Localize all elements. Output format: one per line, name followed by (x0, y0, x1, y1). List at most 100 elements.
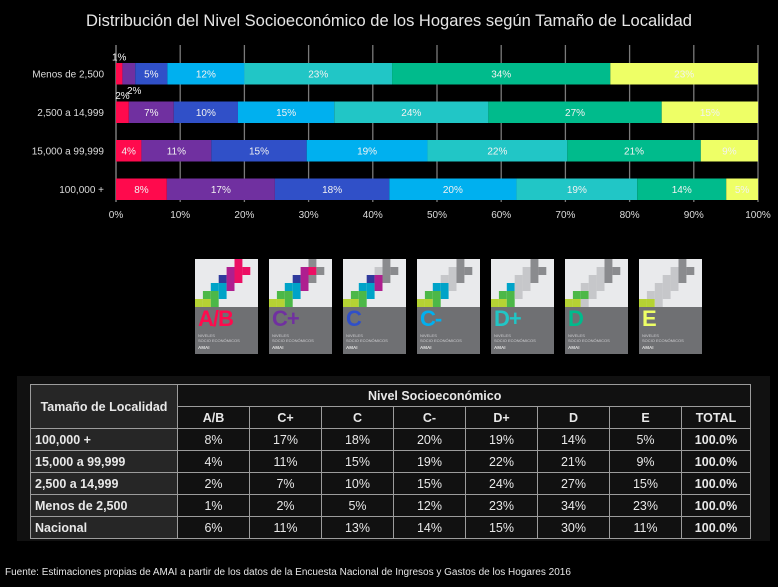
logo-brand: AMAI (346, 345, 358, 350)
data-label: 1% (112, 53, 127, 64)
logo-pixel (538, 267, 547, 275)
logo-pixel (448, 275, 457, 283)
table-row: 15,000 a 99,999 4% 11% 15% 19% 22% 21% 9% 100.0% (30, 450, 751, 473)
data-label: 12% (196, 69, 216, 80)
category-labels: Menos de 2,500 2,500 a 14,999 15,000 a 99,… (32, 69, 105, 196)
total-cell: 100.0% (681, 428, 751, 451)
column-header-d-plus: D+ (465, 406, 538, 429)
logo-pixel (678, 267, 687, 275)
nse-logo-4: C- NIVELES SOCIO ECONÓMICOS AMAI (417, 259, 480, 354)
column-header-d: D (537, 406, 610, 429)
logo-footer (343, 307, 406, 354)
value-cell: 14% (537, 428, 610, 451)
bar-segment-cplus (122, 63, 136, 85)
value-cell: 15% (393, 472, 466, 495)
logo-pixel (596, 275, 605, 283)
value-cell: 27% (537, 472, 610, 495)
data-label: 22% (487, 146, 507, 157)
value-cell: 12% (393, 494, 466, 517)
row-label: Nacional (30, 516, 178, 539)
table-row: Nacional 6% 11% 13% 14% 15% 30% 11% 100.0% (30, 516, 751, 539)
logo-pixel (292, 275, 301, 283)
total-cell: 100.0% (681, 516, 751, 539)
logo-pixel (678, 275, 687, 283)
data-label: 5% (735, 185, 750, 196)
logo-pixel (300, 267, 309, 275)
value-cell: 11% (609, 516, 682, 539)
logo-pixel (210, 291, 219, 299)
column-header-row: A/B C+ C C- D+ D E TOTAL (31, 406, 751, 429)
logo-pixel (343, 299, 351, 307)
logo-pixel (530, 267, 539, 275)
logo-brand: AMAI (420, 345, 432, 350)
value-cell: 15% (321, 450, 394, 473)
logo-pixel (654, 291, 663, 299)
logo-pixel (580, 283, 589, 291)
x-axis-tick-labels: 0% 10% 20% 30% 40% 50% 60% 70% 80% 90% 100% (109, 210, 771, 221)
bar-segment-c (274, 178, 390, 200)
pixel-cross-icon (565, 259, 621, 307)
logo-pixel (514, 283, 523, 291)
logo-pixel (565, 299, 573, 307)
logo-caption: NIVELES SOCIO ECONÓMICOS (420, 333, 462, 343)
category-label: Menos de 2,500 (32, 69, 104, 80)
logo-brand: AMAI (642, 345, 654, 350)
value-cell: 19% (393, 450, 466, 473)
logo-pixel (604, 275, 613, 283)
logo-caption-line2: SOCIO ECONÓMICOS (568, 338, 610, 343)
logo-code: C- (420, 306, 442, 331)
logo-caption-line1: NIVELES (642, 333, 659, 338)
logo-footer (565, 307, 628, 354)
bar-segment-ab (116, 178, 167, 200)
logo-code: E (642, 306, 657, 331)
logo-pixel (242, 267, 251, 275)
logo-pixel (522, 275, 531, 283)
value-cell: 15% (609, 472, 682, 495)
logo-pixel (456, 267, 465, 275)
logo-pixel (491, 299, 499, 307)
x-tick-label: 50% (427, 210, 447, 221)
value-cell: 1% (177, 494, 250, 517)
logo-pixel (308, 259, 317, 267)
logo-pixel (276, 291, 285, 299)
logo-pixel (276, 299, 285, 307)
row-label: 2,500 a 14,999 (30, 472, 178, 495)
logo-brand: AMAI (568, 345, 580, 350)
logo-pixel (612, 267, 621, 275)
logo-pixel (374, 283, 383, 291)
column-header-c-minus: C- (393, 406, 466, 429)
logo-brand: AMAI (494, 345, 506, 350)
logo-pixel (424, 299, 433, 307)
logo-pixel (588, 275, 597, 283)
logo-pixel (316, 267, 325, 275)
logo-caption-line1: NIVELES (494, 333, 511, 338)
value-cell: 7% (249, 472, 322, 495)
value-cell: 22% (465, 450, 538, 473)
column-header-ab: A/B (177, 406, 250, 429)
logo-pixel (456, 259, 465, 267)
pixel-cross-icon (343, 259, 399, 307)
logo-pixel (498, 299, 507, 307)
logo-pixel (202, 291, 211, 299)
logo-caption-line2: SOCIO ECONÓMICOS (420, 338, 462, 343)
data-label: 15% (249, 146, 269, 157)
logo-code: C+ (272, 306, 300, 331)
value-cell: 11% (249, 450, 322, 473)
bar-segment-cminus (237, 101, 335, 123)
logo-caption-line2: SOCIO ECONÓMICOS (494, 338, 536, 343)
logo-pixel (596, 283, 605, 291)
data-label: 14% (672, 185, 692, 196)
logo-pixel (440, 291, 449, 299)
value-cell: 34% (537, 494, 610, 517)
logo-pixel (604, 259, 613, 267)
bar-segment-ab (116, 63, 123, 85)
logo-pixel (358, 291, 367, 299)
source-note: Fuente: Estimaciones propias de AMAI a p… (5, 567, 571, 578)
logo-pixel (234, 259, 243, 267)
logo-caption-line1: NIVELES (568, 333, 585, 338)
total-cell: 100.0% (681, 494, 751, 517)
logo-footer (195, 307, 258, 354)
logo-caption-line1: NIVELES (272, 333, 289, 338)
logo-pixel (498, 291, 507, 299)
logo-pixel (448, 283, 457, 291)
